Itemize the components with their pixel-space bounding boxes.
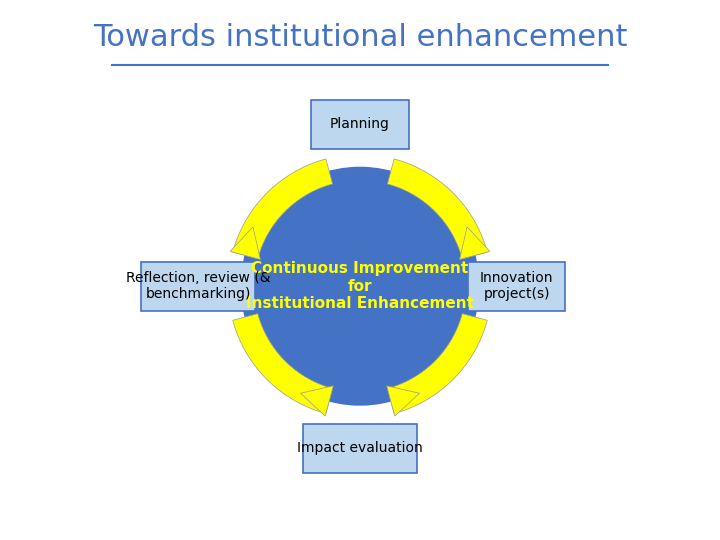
Polygon shape bbox=[230, 227, 261, 260]
FancyBboxPatch shape bbox=[303, 424, 417, 472]
Polygon shape bbox=[233, 159, 333, 259]
Polygon shape bbox=[300, 386, 333, 416]
Text: Planning: Planning bbox=[330, 117, 390, 131]
Polygon shape bbox=[387, 159, 487, 259]
FancyBboxPatch shape bbox=[468, 262, 565, 310]
Circle shape bbox=[241, 167, 479, 405]
FancyBboxPatch shape bbox=[311, 100, 409, 149]
Text: Towards institutional enhancement: Towards institutional enhancement bbox=[93, 23, 627, 52]
Text: Reflection, review (&
benchmarking): Reflection, review (& benchmarking) bbox=[126, 271, 270, 301]
Text: Innovation
project(s): Innovation project(s) bbox=[480, 271, 554, 301]
Polygon shape bbox=[233, 314, 333, 414]
FancyBboxPatch shape bbox=[141, 262, 255, 310]
Polygon shape bbox=[387, 386, 420, 416]
Polygon shape bbox=[459, 227, 490, 260]
Text: Continuous Improvement
for
Institutional Enhancement: Continuous Improvement for Institutional… bbox=[246, 261, 474, 311]
Polygon shape bbox=[387, 314, 487, 414]
Text: Impact evaluation: Impact evaluation bbox=[297, 441, 423, 455]
